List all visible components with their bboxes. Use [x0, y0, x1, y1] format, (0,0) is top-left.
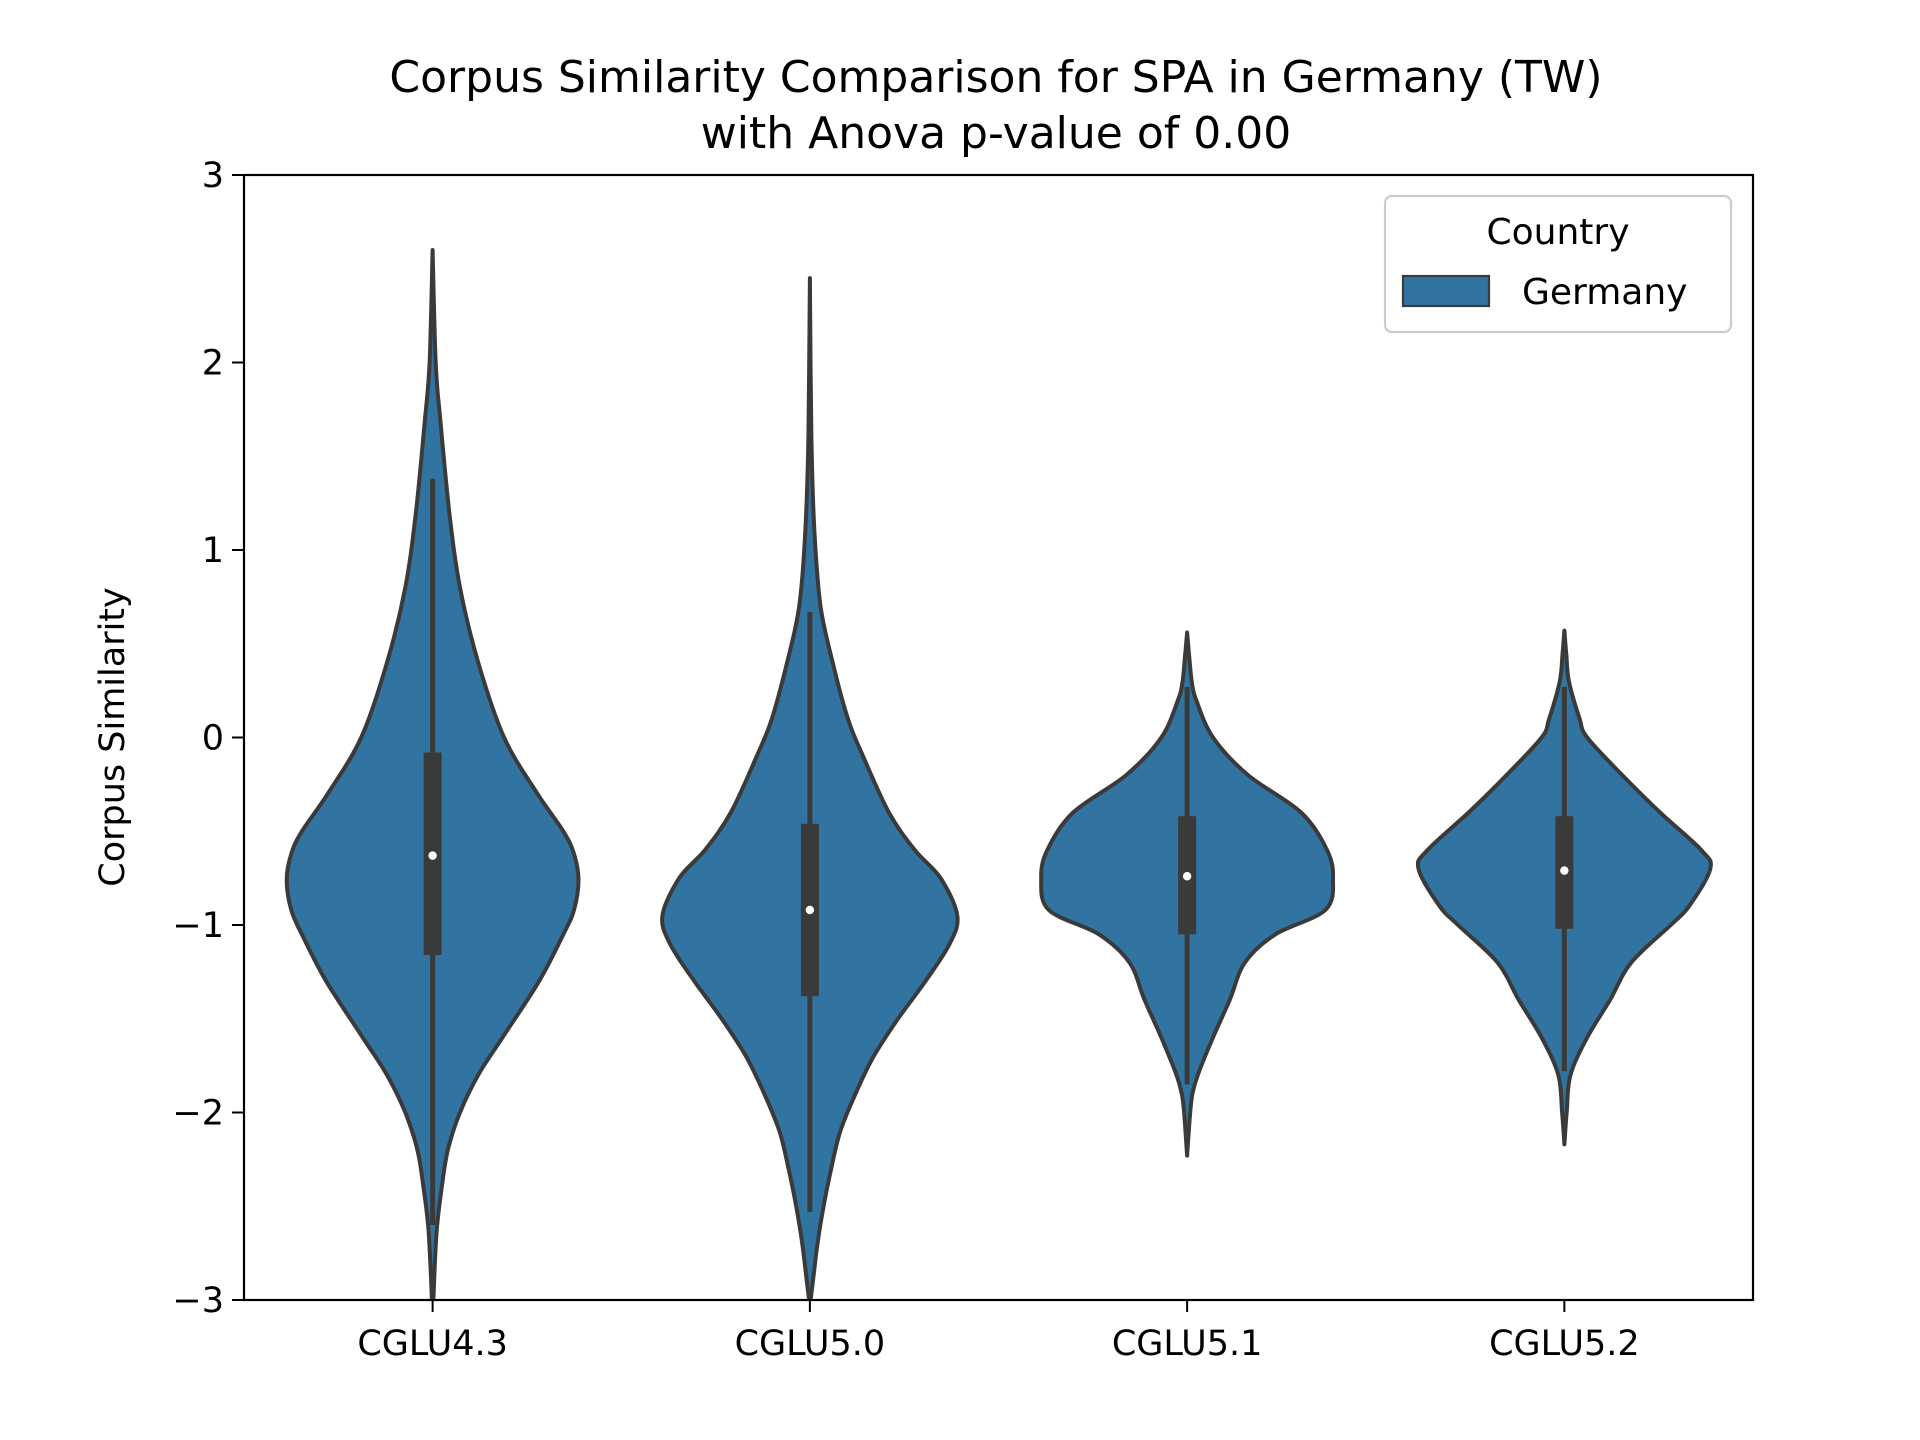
plot-frame	[242, 173, 1755, 1302]
legend-label-germany: Germany	[1522, 272, 1687, 313]
y-tick-label: 2	[202, 344, 224, 384]
y-axis: 3 2 1 0 −1 −2 −3	[172, 156, 244, 1321]
median-marker	[1182, 872, 1192, 881]
violin-group-cglu5-1	[1039, 630, 1336, 1158]
chart-title-line-1: Corpus Similarity Comparison for SPA in …	[389, 52, 1602, 103]
legend-title: Country	[1486, 212, 1629, 253]
violin-group-cglu4-3	[284, 248, 581, 1300]
legend-swatch-germany	[1401, 274, 1491, 308]
y-tick-label: 0	[202, 719, 224, 759]
violin-group-cglu5-0	[660, 276, 960, 1300]
y-tick-label: 3	[202, 156, 224, 196]
chart-title-line-2: with Anova p-value of 0.00	[701, 108, 1291, 159]
violin-group-cglu5-2	[1415, 628, 1713, 1147]
median-marker	[805, 905, 815, 915]
legend: Country Germany	[1383, 194, 1733, 334]
y-axis-label: Corpus Similarity	[93, 587, 133, 886]
x-tick-label: CGLU4.3	[357, 1324, 508, 1364]
y-tick-label: −1	[172, 906, 224, 946]
y-tick-label: 1	[202, 531, 224, 571]
y-tick-label: −2	[172, 1094, 224, 1134]
y-tick-label: −3	[172, 1281, 224, 1321]
median-marker	[428, 851, 437, 860]
median-marker	[1560, 866, 1569, 875]
x-axis: CGLU4.3 CGLU5.0 CGLU5.1 CGLU5.2	[357, 1300, 1640, 1364]
x-tick-label: CGLU5.1	[1112, 1324, 1263, 1364]
x-tick-label: CGLU5.0	[735, 1324, 886, 1364]
violins-layer	[284, 248, 1713, 1300]
x-tick-label: CGLU5.2	[1489, 1324, 1640, 1364]
